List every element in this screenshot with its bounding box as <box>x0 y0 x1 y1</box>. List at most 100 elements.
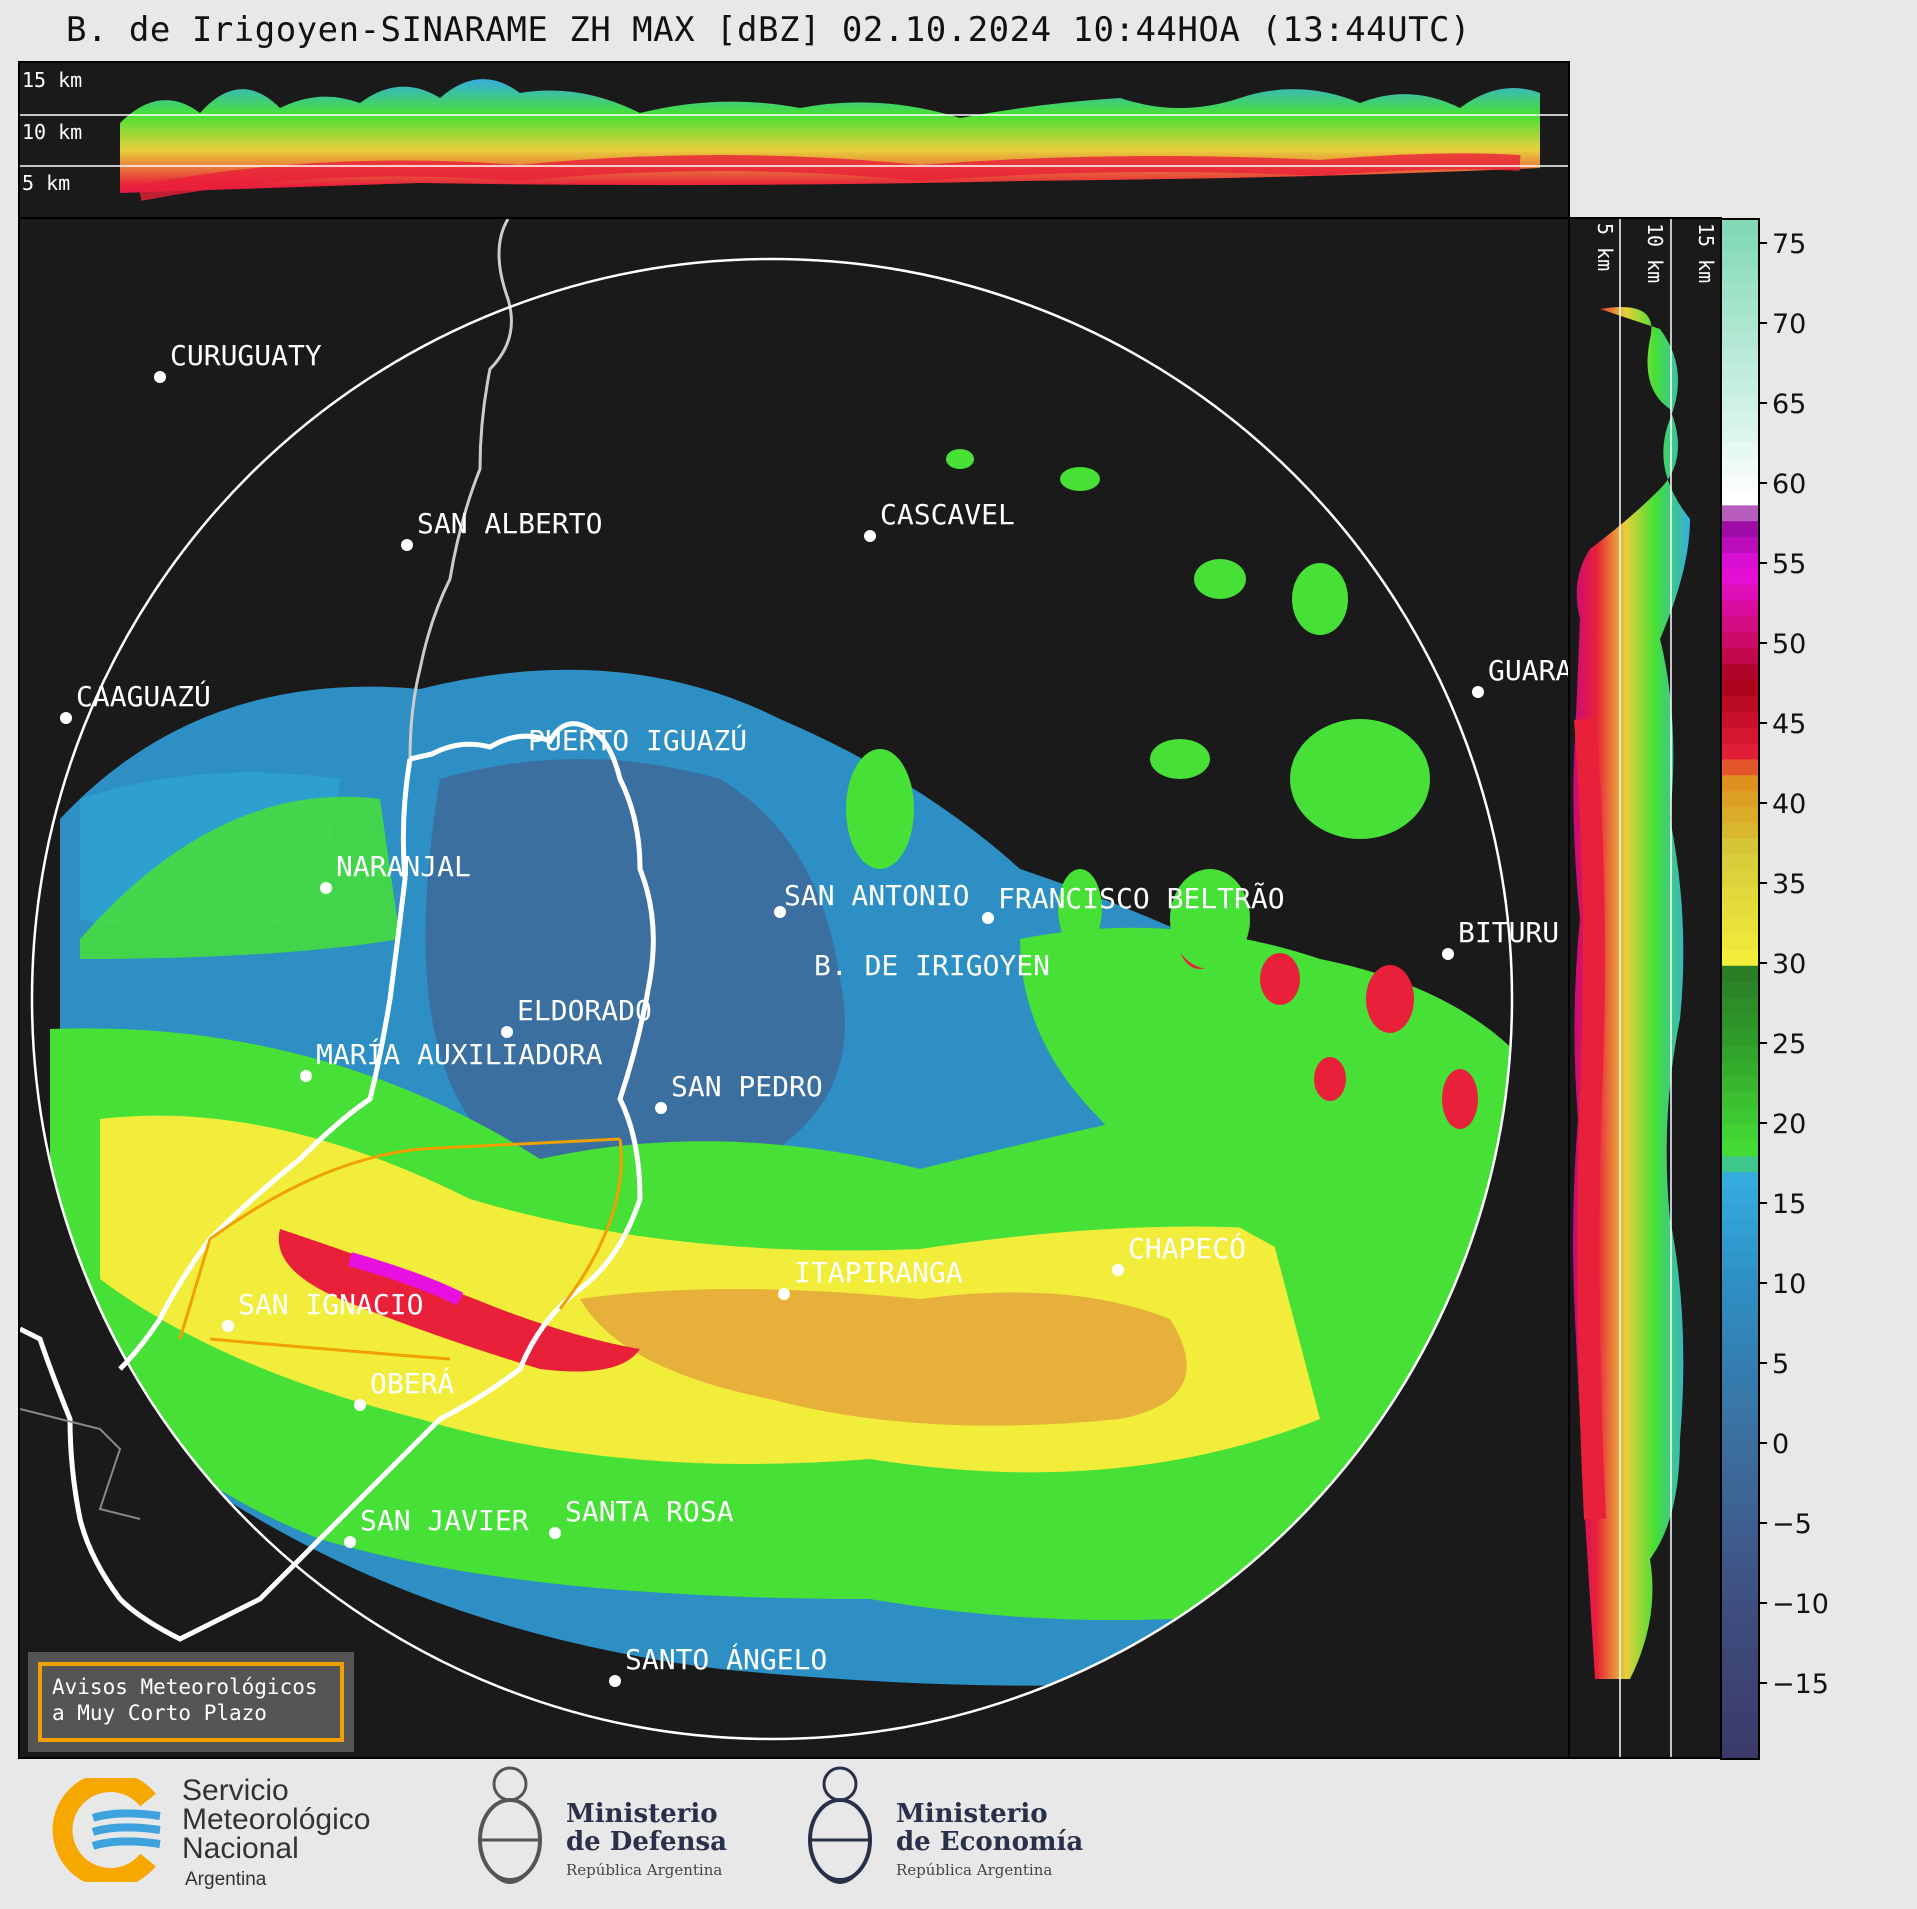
city-itapiranga: ITAPIRANGA <box>778 1256 963 1300</box>
echo-magenta-core <box>348 1252 464 1306</box>
colorbar-swatch <box>1721 1044 1759 1062</box>
side-height-profile: 5 km 10 km 15 km <box>1568 217 1722 1759</box>
city-bituru: BITURU <box>1442 916 1559 960</box>
cbar-tick-label: 45 <box>1772 709 1806 740</box>
cbar-tick-label: 10 <box>1772 1269 1806 1300</box>
colorbar-swatch <box>1721 711 1759 728</box>
colorbar-swatch <box>1721 933 1759 950</box>
colorbar-swatch <box>1721 965 1759 982</box>
cbar-tick: 15 <box>1759 1189 1806 1220</box>
colorbar-swatch <box>1721 1584 1759 1601</box>
top-height-profile: 15 km 10 km 5 km <box>18 61 1570 219</box>
colorbar-swatch <box>1721 1235 1759 1252</box>
colorbar-swatch <box>1721 584 1759 601</box>
colorbar-swatch <box>1721 457 1759 474</box>
city-san-pedro: SAN PEDRO <box>655 1070 823 1114</box>
city-label: NARANJAL <box>336 850 471 883</box>
colorbar-swatch <box>1721 1092 1759 1109</box>
radar-map: CURUGUATY SAN ALBERTO CASCAVEL CAAGUAZÚ … <box>18 217 1570 1759</box>
colorbar-swatch <box>1721 869 1759 887</box>
north-small-cells <box>846 449 1430 969</box>
range-ring <box>30 257 1514 1741</box>
colorbar-swatch <box>1721 1393 1759 1411</box>
side-profile-svg: 5 km 10 km 15 km <box>1573 219 1718 1757</box>
paraguay-brazil-border <box>408 219 513 760</box>
colorbar-swatch <box>1721 1028 1759 1046</box>
city-caaguazu: CAAGUAZÚ <box>60 679 211 724</box>
city-label: SAN JAVIER <box>360 1504 529 1537</box>
city-cascavel: CASCAVEL <box>864 498 1015 542</box>
cbar-tick: −10 <box>1759 1589 1829 1620</box>
cbar-tick: 40 <box>1759 789 1806 820</box>
city-puerto-iguazu: PUERTO IGUAZÚ <box>528 723 747 757</box>
cbar-tick-label: 5 <box>1772 1349 1789 1380</box>
colorbar-swatch <box>1721 298 1759 315</box>
colorbar-swatch <box>1721 822 1759 839</box>
city-eldorado: ELDORADO <box>501 994 652 1038</box>
alert-polygon-north <box>209 1137 621 1241</box>
cbar-tick-label: 75 <box>1772 229 1806 260</box>
economia-line-2: de Economía <box>896 1827 1084 1857</box>
cbar-tick-label: 35 <box>1772 869 1806 900</box>
colorbar-swatch <box>1721 1108 1759 1125</box>
cbar-tick: 10 <box>1759 1269 1806 1300</box>
radar-map-svg: CURUGUATY SAN ALBERTO CASCAVEL CAAGUAZÚ … <box>20 219 1568 1741</box>
colorbar-swatch <box>1721 520 1759 538</box>
top-profile-echo <box>120 79 1540 217</box>
colorbar-swatch <box>1721 1711 1759 1728</box>
echo-east-convection <box>1020 927 1512 1349</box>
cbar-tick: 30 <box>1759 949 1806 980</box>
colorbar-swatch <box>1721 1631 1759 1649</box>
colorbar-swatch <box>1721 1123 1759 1141</box>
colorbar-swatch <box>1721 647 1759 665</box>
cbar-tick: −15 <box>1759 1669 1829 1700</box>
colorbar: 75 70 65 60 55 50 45 40 35 30 25 20 15 1… <box>1720 218 1829 1760</box>
cbar-tick-label: 30 <box>1772 949 1806 980</box>
cbar-tick-label: 60 <box>1772 469 1806 500</box>
city-label: SAN IGNACIO <box>238 1288 423 1321</box>
colorbar-swatches <box>1721 219 1759 1760</box>
cbar-tick: 55 <box>1759 549 1806 580</box>
colorbar-swatch <box>1721 377 1759 395</box>
colorbar-swatch <box>1721 838 1759 855</box>
reflectivity-field <box>50 449 1512 1686</box>
side-profile-echo <box>1573 307 1690 1679</box>
colorbar-swatch <box>1721 949 1759 966</box>
colorbar-swatch <box>1721 1219 1759 1236</box>
city-santo-angelo: SANTO ÁNGELO <box>609 1642 827 1687</box>
colorbar-swatch <box>1721 1552 1759 1570</box>
alert-box[interactable]: Avisos Meteorológicos a Muy Corto Plazo <box>28 1652 354 1752</box>
cbar-tick: 60 <box>1759 469 1806 500</box>
colorbar-swatch <box>1721 409 1759 426</box>
colorbar-swatch <box>1721 1409 1759 1427</box>
colorbar-swatch <box>1721 1743 1759 1760</box>
colorbar-swatch <box>1721 1155 1759 1173</box>
colorbar-swatch <box>1721 854 1759 871</box>
top-label-10km: 10 km <box>22 120 82 144</box>
colorbar-frame <box>1720 218 1760 1760</box>
economia-logo-text: Ministerio de Economía República Argenti… <box>896 1800 1083 1884</box>
colorbar-swatch <box>1721 981 1759 998</box>
city-b-de-irigoyen: B. DE IRIGOYEN <box>814 949 1050 982</box>
colorbar-swatch <box>1721 1663 1759 1681</box>
colorbar-swatch <box>1721 488 1759 506</box>
city-obera: OBERÁ <box>354 1366 454 1411</box>
department-borders <box>20 1408 141 1520</box>
city-naranjal: NARANJAL <box>320 850 471 894</box>
cbar-tick: 25 <box>1759 1029 1806 1060</box>
top-label-15km: 15 km <box>22 68 82 92</box>
top-profile-svg: 15 km 10 km 5 km <box>20 68 1568 217</box>
defensa-line-2: de Defensa <box>566 1827 727 1857</box>
city-label: BITURU <box>1458 916 1559 949</box>
alert-polygon-west <box>178 1238 212 1340</box>
colorbar-swatch <box>1721 1298 1759 1316</box>
colorbar-swatch <box>1721 250 1759 268</box>
colorbar-swatch <box>1721 1250 1759 1268</box>
misiones-border <box>20 721 656 1642</box>
cbar-tick: 50 <box>1759 629 1806 660</box>
colorbar-swatch <box>1721 1457 1759 1474</box>
colorbar-swatch <box>1721 441 1759 458</box>
colorbar-swatch <box>1721 1012 1759 1030</box>
city-label: CURUGUATY <box>170 339 322 372</box>
city-label: B. DE IRIGOYEN <box>814 949 1050 982</box>
